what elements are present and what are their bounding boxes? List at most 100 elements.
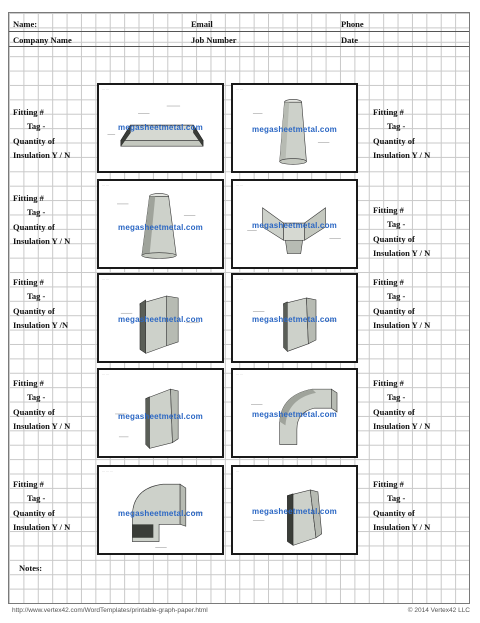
insulation-label: Insulation Y / N <box>13 522 71 533</box>
date-label: Date <box>341 35 358 45</box>
fitting-info-left-3: Fitting # Tag - Quantity of Insulation Y… <box>13 275 95 333</box>
fitting-info-left-4: Fitting # Tag - Quantity of Insulation Y… <box>13 376 95 434</box>
email-label: Email <box>191 19 213 29</box>
drawing-caption: ··· ··· <box>102 277 109 281</box>
square-elbow-illustration <box>132 483 204 548</box>
round-cone-illustration <box>117 193 196 259</box>
drawing-caption: ··· ··· <box>102 183 109 187</box>
name-label: Name: <box>13 19 38 29</box>
watermark-text: megasheetmetal.com <box>252 221 337 230</box>
drawing-caption: ··· <box>236 469 239 473</box>
drawing-caption: ··· ··· <box>102 372 109 376</box>
insulation-label: Insulation Y / N <box>373 150 431 161</box>
fitting-drawing-1b: ··· ··· megasheetmetal.com <box>231 83 358 173</box>
watermark-text: megasheetmetal.com <box>118 412 203 421</box>
fitting-number-label: Fitting # <box>13 277 44 287</box>
drawing-caption: ··· ··· <box>236 183 243 187</box>
watermark-text: megasheetmetal.com <box>118 315 203 324</box>
watermark-text: megasheetmetal.com <box>252 507 337 516</box>
job-number-label: Job Number <box>191 35 237 45</box>
tag-label: Tag - <box>27 121 46 132</box>
fitting-number-label: Fitting # <box>373 205 404 215</box>
quantity-label: Quantity of <box>373 406 415 417</box>
quantity-label: Quantity of <box>13 135 55 146</box>
fitting-number-label: Fitting # <box>373 479 404 489</box>
fitting-drawing-1a: ··· ··· megasheetmetal.com <box>97 83 224 173</box>
graph-paper-sheet: Name: Email Phone Company Name Job Numbe… <box>8 12 470 604</box>
watermark-text: megasheetmetal.com <box>118 223 203 232</box>
fitting-number-label: Fitting # <box>373 378 404 388</box>
tag-label: Tag - <box>27 392 46 403</box>
insulation-label: Insulation Y / N <box>373 320 431 331</box>
offset-fitting-illustration <box>115 388 179 449</box>
watermark-text: megasheetmetal.com <box>118 123 203 132</box>
quantity-label: Quantity of <box>373 507 415 518</box>
drawing-caption: ··· ··· <box>102 87 109 91</box>
fitting-drawing-3b: ··· ··· megasheetmetal.com <box>231 273 358 363</box>
quantity-label: Quantity of <box>13 507 55 518</box>
header-divider <box>9 31 469 32</box>
offset-fitting-illustration <box>252 297 336 353</box>
drawing-caption: ··· ··· ··· <box>102 469 113 473</box>
header-divider <box>9 46 469 47</box>
fitting-drawing-3a: ··· ··· megasheetmetal.com <box>97 273 224 363</box>
quantity-label: Quantity of <box>373 305 415 316</box>
fitting-info-right-1: Fitting # Tag - Quantity of Insulation Y… <box>373 105 455 163</box>
insulation-label: Insulation Y / N <box>373 421 431 432</box>
transition-fitting-illustration <box>107 105 204 147</box>
tag-label: Tag - <box>387 219 406 230</box>
quantity-label: Quantity of <box>13 305 55 316</box>
y-branch-illustration <box>247 207 341 254</box>
fitting-drawing-2a: ··· ··· megasheetmetal.com <box>97 179 224 269</box>
drawing-caption: ··· ··· <box>236 277 243 281</box>
drawing-caption: ··· ··· <box>236 372 243 376</box>
fitting-info-right-5: Fitting # Tag - Quantity of Insulation Y… <box>373 477 455 535</box>
quantity-label: Quantity of <box>373 135 415 146</box>
insulation-label: Insulation Y / N <box>373 522 431 533</box>
fitting-number-label: Fitting # <box>13 107 44 117</box>
watermark-text: megasheetmetal.com <box>118 509 203 518</box>
tag-label: Tag - <box>27 291 46 302</box>
fitting-info-left-1: Fitting # Tag - Quantity of Insulation Y… <box>13 105 95 163</box>
fitting-drawing-2b: ··· ··· megasheetmetal.com <box>231 179 358 269</box>
watermark-text: megasheetmetal.com <box>252 410 337 419</box>
fitting-drawing-4b: ··· ··· megasheetmetal.com <box>231 368 358 458</box>
tag-label: Tag - <box>387 291 406 302</box>
fitting-drawing-5b: ··· megasheetmetal.com <box>231 465 358 555</box>
insulation-label: Insulation Y / N <box>13 421 71 432</box>
footer-copyright: © 2014 Vertex42 LLC <box>407 607 470 614</box>
quantity-label: Quantity of <box>13 221 55 232</box>
fitting-info-right-3: Fitting # Tag - Quantity of Insulation Y… <box>373 275 455 333</box>
tag-label: Tag - <box>387 121 406 132</box>
quantity-label: Quantity of <box>373 233 415 244</box>
tag-label: Tag - <box>387 392 406 403</box>
notes-label: Notes: <box>19 563 43 573</box>
insulation-label: Insulation Y /N <box>13 320 69 331</box>
insulation-label: Insulation Y / N <box>13 236 71 247</box>
tag-label: Tag - <box>387 493 406 504</box>
watermark-text: megasheetmetal.com <box>252 315 337 324</box>
fitting-number-label: Fitting # <box>13 378 44 388</box>
round-cone-illustration <box>252 99 330 165</box>
fitting-drawing-4a: ··· ··· megasheetmetal.com <box>97 368 224 458</box>
fitting-info-right-4: Fitting # Tag - Quantity of Insulation Y… <box>373 376 455 434</box>
offset-fitting-illustration <box>120 295 200 354</box>
elbow-fitting-illustration <box>251 388 338 445</box>
fitting-number-label: Fitting # <box>13 193 44 203</box>
watermark-text: megasheetmetal.com <box>252 125 337 134</box>
drawing-caption: ··· ··· <box>236 87 243 91</box>
quantity-label: Quantity of <box>13 406 55 417</box>
fitting-info-left-5: Fitting # Tag - Quantity of Insulation Y… <box>13 477 95 535</box>
tag-label: Tag - <box>27 207 46 218</box>
offset-fitting-illustration <box>252 489 323 546</box>
fitting-info-left-2: Fitting # Tag - Quantity of Insulation Y… <box>13 191 95 249</box>
insulation-label: Insulation Y / N <box>373 248 431 259</box>
footer-url: http://www.vertex42.com/WordTemplates/pr… <box>12 607 208 614</box>
tag-label: Tag - <box>27 493 46 504</box>
fitting-info-right-2: Fitting # Tag - Quantity of Insulation Y… <box>373 203 455 261</box>
fitting-drawing-5a: ··· ··· ··· megasheetmetal.com <box>97 465 224 555</box>
phone-label: Phone <box>341 19 364 29</box>
insulation-label: Insulation Y / N <box>13 150 71 161</box>
fitting-number-label: Fitting # <box>373 277 404 287</box>
fitting-number-label: Fitting # <box>373 107 404 117</box>
